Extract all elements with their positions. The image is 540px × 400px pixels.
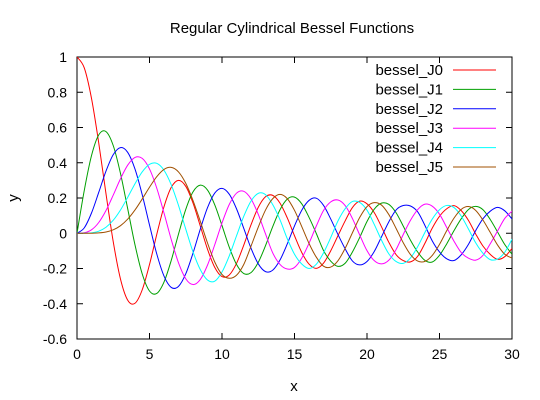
series-line-bessel-j3 — [77, 156, 512, 286]
legend-label-bessel-j2: bessel_J2 — [375, 101, 443, 118]
legend-label-bessel-j0: bessel_J0 — [375, 62, 443, 79]
y-tick-label: 0.6 — [48, 120, 68, 136]
series-line-bessel-j0 — [77, 57, 512, 305]
x-tick-label: 25 — [432, 346, 448, 362]
x-tick-label: 0 — [73, 346, 81, 362]
legend: bessel_J0 bessel_J1 bessel_J2 bessel_J3bess… — [375, 62, 496, 176]
y-tick-label: 0.2 — [48, 190, 68, 206]
legend-label-bessel-j3: bessel_J3 — [375, 120, 443, 137]
ticks-group: 0 5 10 15 20 25 30 -0.6 -0.4 -0.2 0 0.2 0.4 0.6 0.8 1 — [43, 49, 520, 362]
x-tick-label: 20 — [359, 346, 375, 362]
legend-label-bessel-j1: bessel_J1 — [375, 81, 443, 98]
chart-title: Regular Cylindrical Bessel Functions — [170, 20, 414, 37]
y-tick-label: -0.6 — [43, 331, 67, 347]
y-tick-label: 1 — [59, 49, 67, 65]
y-tick-label: -0.2 — [43, 261, 67, 277]
y-tick-label: 0 — [59, 225, 67, 241]
legend-label-bessel-j4: bessel_J4 — [375, 140, 443, 157]
series-line-bessel-j5 — [77, 166, 512, 279]
x-axis-label: x — [290, 378, 298, 395]
y-tick-label: -0.4 — [43, 296, 67, 312]
series-line-bessel-j4 — [77, 162, 512, 283]
series-line-bessel-j1 — [77, 130, 512, 295]
legend-label-bessel-j5: bessel_J5 — [375, 159, 443, 176]
x-tick-label: 10 — [214, 346, 230, 362]
x-tick-label: 5 — [146, 346, 154, 362]
x-tick-label: 15 — [287, 346, 303, 362]
x-tick-label: 30 — [504, 346, 520, 362]
y-tick-label: 0.8 — [48, 84, 68, 100]
series-group — [77, 57, 512, 305]
series-line-bessel-j2 — [77, 147, 512, 289]
y-axis-label: y — [5, 194, 22, 202]
y-tick-label: 0.4 — [48, 155, 68, 171]
